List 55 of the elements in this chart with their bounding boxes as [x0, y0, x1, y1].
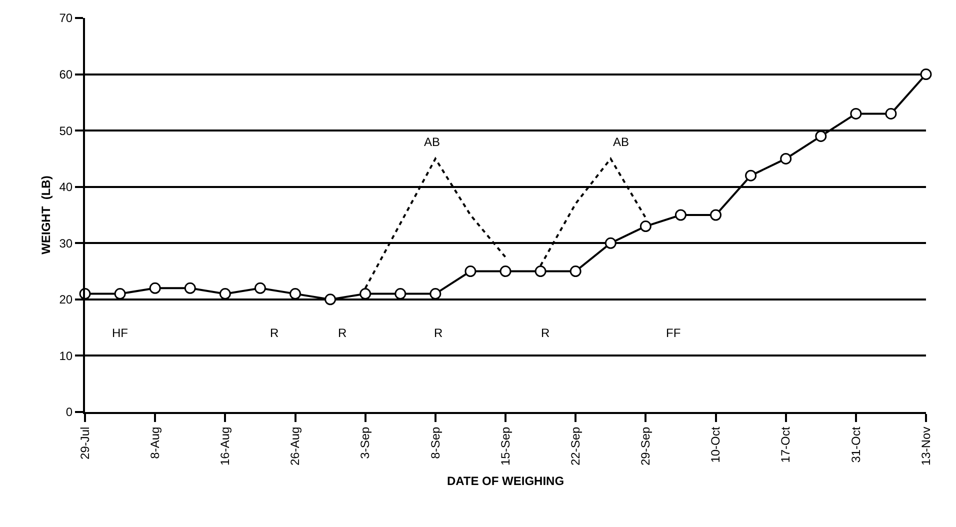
point [640, 220, 652, 232]
x-tick-label: 8-Sep [428, 426, 442, 459]
x-tick-label: 17-Oct [778, 426, 793, 463]
point [254, 282, 266, 294]
point [534, 266, 546, 278]
x-tick-label: 31-Oct [848, 426, 863, 463]
point [920, 68, 932, 80]
annotation: FF [666, 326, 681, 340]
point [500, 266, 512, 278]
annotation: R [541, 326, 550, 340]
y-axis-title: WEIGHT (LB) [39, 176, 53, 254]
x-axis-title: DATE OF WEIGHING [446, 474, 564, 488]
point [394, 288, 406, 300]
point [885, 108, 897, 120]
y-tick-label: 60 [59, 67, 73, 82]
x-tick-label: 3-Sep [358, 426, 372, 459]
point [219, 288, 231, 300]
point [464, 266, 476, 278]
x-tick-label: 29-Jul [78, 426, 92, 460]
y-tick-label: 10 [59, 348, 73, 363]
x-tick-label: 26-Aug [288, 426, 302, 466]
x-tick-label: 29-Sep [638, 426, 653, 466]
x-tick-label: 16-Aug [218, 426, 232, 466]
y-tick-label: 70 [59, 11, 73, 26]
point [570, 266, 582, 278]
point [324, 294, 336, 306]
x-tick-label: 15-Sep [498, 426, 512, 466]
x-tick-label: 22-Sep [568, 426, 582, 466]
point [815, 130, 827, 142]
point [604, 237, 616, 249]
point [290, 288, 301, 300]
point [114, 288, 126, 300]
annotation: AB [424, 135, 440, 149]
y-tick-label: 50 [59, 124, 73, 138]
x-tick-label: 13-Nov [918, 426, 933, 466]
annotation: R [434, 326, 443, 340]
y-tick-label: 40 [59, 180, 73, 194]
point [745, 170, 757, 182]
annotation: R [338, 326, 347, 340]
point [780, 152, 792, 164]
x-tick-label: 10-Oct [708, 426, 723, 463]
point [149, 282, 161, 294]
annotation: AB [613, 135, 630, 149]
annotation: HF [112, 326, 128, 340]
point [184, 282, 196, 294]
annotation: R [270, 326, 279, 340]
point [850, 108, 862, 120]
point [710, 209, 722, 221]
y-tick-label: 0 [66, 405, 73, 420]
point [360, 288, 372, 300]
point [430, 288, 442, 300]
y-tick-label: 20 [59, 292, 73, 307]
x-tick-label: 8-Aug [148, 426, 162, 459]
point [674, 209, 686, 221]
y-tick-label: 30 [59, 236, 73, 250]
